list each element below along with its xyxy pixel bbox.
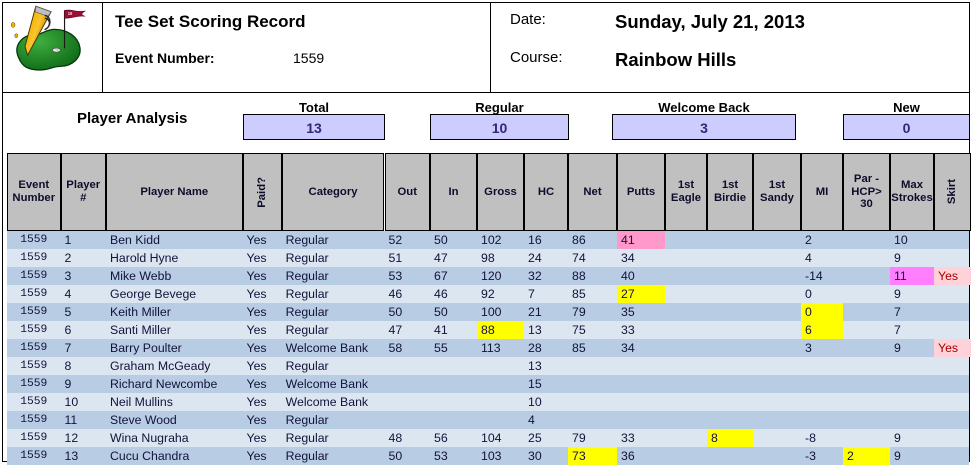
svg-text:19: 19 [68,11,73,16]
